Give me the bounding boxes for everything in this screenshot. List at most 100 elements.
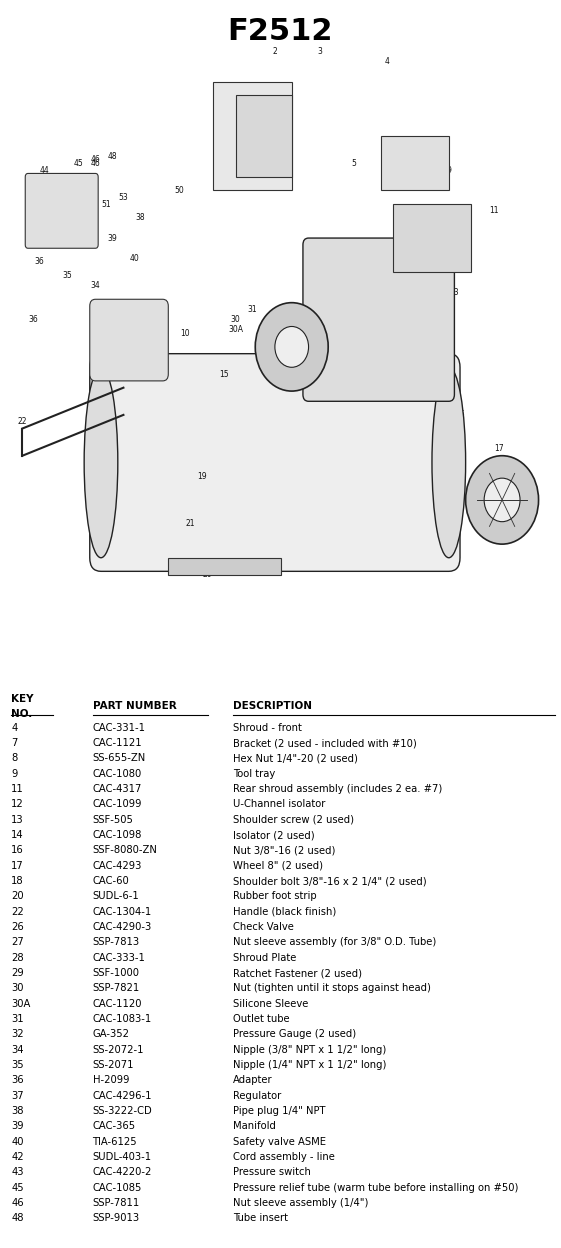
Text: 44: 44 <box>40 166 50 175</box>
Text: 43: 43 <box>40 186 50 195</box>
Text: Rear shroud assembly (includes 2 ea. #7): Rear shroud assembly (includes 2 ea. #7) <box>233 784 442 794</box>
Text: 21: 21 <box>186 519 195 528</box>
Text: 43: 43 <box>11 1167 24 1177</box>
Text: CAC-333-1: CAC-333-1 <box>93 952 145 962</box>
Text: 7: 7 <box>323 253 328 263</box>
Text: CAC-1083-1: CAC-1083-1 <box>93 1015 152 1025</box>
FancyBboxPatch shape <box>25 173 98 248</box>
Text: SS-3222-CD: SS-3222-CD <box>93 1106 153 1116</box>
FancyBboxPatch shape <box>213 81 292 191</box>
Text: TIA-6125: TIA-6125 <box>93 1137 137 1147</box>
Text: 59: 59 <box>393 383 403 392</box>
Text: 22: 22 <box>11 907 24 917</box>
Text: CAC-1120: CAC-1120 <box>93 998 142 1008</box>
Text: 30: 30 <box>11 983 24 993</box>
Text: CAC-1099: CAC-1099 <box>93 800 142 810</box>
Text: 46: 46 <box>11 1198 24 1208</box>
Text: Tube insert: Tube insert <box>233 1213 288 1223</box>
Text: 48: 48 <box>107 152 117 161</box>
Text: CAC-1304-1: CAC-1304-1 <box>93 907 152 917</box>
Text: 13: 13 <box>371 336 381 344</box>
Text: 11: 11 <box>11 784 24 794</box>
Text: 26: 26 <box>264 356 274 364</box>
Text: CAC-1085: CAC-1085 <box>93 1183 142 1193</box>
Text: 34: 34 <box>90 281 100 291</box>
Text: 34: 34 <box>11 1045 24 1055</box>
Text: SSF-8080-ZN: SSF-8080-ZN <box>93 845 158 855</box>
Ellipse shape <box>432 367 466 558</box>
Text: CAC-331-1: CAC-331-1 <box>93 723 145 733</box>
Text: 15: 15 <box>219 369 229 378</box>
Text: 9: 9 <box>11 769 17 779</box>
Text: 4: 4 <box>11 723 17 733</box>
Text: SUDL-6-1: SUDL-6-1 <box>93 891 139 901</box>
Text: Pressure Gauge (2 used): Pressure Gauge (2 used) <box>233 1030 356 1040</box>
Text: 32: 32 <box>11 1030 24 1040</box>
Text: Handle (black finish): Handle (black finish) <box>233 907 336 917</box>
Text: KEY: KEY <box>11 694 34 704</box>
Text: Nut 3/8"-16 (2 used): Nut 3/8"-16 (2 used) <box>233 845 335 855</box>
Text: F2512: F2512 <box>228 17 333 46</box>
Text: Ratchet Fastener (2 used): Ratchet Fastener (2 used) <box>233 968 362 978</box>
Text: 2: 2 <box>273 46 277 55</box>
Text: CAC-1121: CAC-1121 <box>93 738 142 748</box>
Text: DESCRIPTION: DESCRIPTION <box>233 701 312 711</box>
Text: Cord assembly - line: Cord assembly - line <box>233 1152 335 1162</box>
Text: 46: 46 <box>90 155 100 165</box>
Text: 8: 8 <box>402 220 406 228</box>
Text: Shroud Plate: Shroud Plate <box>233 952 296 962</box>
Text: Pressure relief tube (warm tube before installing on #50): Pressure relief tube (warm tube before i… <box>233 1183 518 1193</box>
Text: CAC-1080: CAC-1080 <box>93 769 142 779</box>
Text: 29: 29 <box>275 322 286 331</box>
Text: Adapter: Adapter <box>233 1076 273 1086</box>
Text: 27: 27 <box>304 342 314 352</box>
Text: 30: 30 <box>231 316 241 324</box>
Text: Regulator: Regulator <box>233 1091 281 1101</box>
Text: 37: 37 <box>11 1091 24 1101</box>
Text: 28: 28 <box>332 316 341 324</box>
Text: Wheel 8" (2 used): Wheel 8" (2 used) <box>233 861 323 871</box>
Text: 50: 50 <box>174 186 185 195</box>
Text: 3: 3 <box>318 46 322 55</box>
Text: GA-352: GA-352 <box>93 1030 130 1040</box>
Text: 45: 45 <box>11 1183 24 1193</box>
Text: 35: 35 <box>11 1060 24 1070</box>
Text: 29: 29 <box>11 968 24 978</box>
Text: 7: 7 <box>11 738 17 748</box>
Text: CAC-4290-3: CAC-4290-3 <box>93 922 152 932</box>
Text: 13: 13 <box>11 815 24 825</box>
Text: SUDL-403-1: SUDL-403-1 <box>93 1152 151 1162</box>
Text: 53: 53 <box>118 192 128 202</box>
Text: Nipple (3/8" NPT x 1 1/2" long): Nipple (3/8" NPT x 1 1/2" long) <box>233 1045 386 1055</box>
Text: Safety valve ASME: Safety valve ASME <box>233 1137 326 1147</box>
Text: 42: 42 <box>29 200 39 208</box>
Text: 45: 45 <box>73 158 84 167</box>
Text: Manifold: Manifold <box>233 1122 275 1132</box>
Circle shape <box>484 478 520 522</box>
Text: Outlet tube: Outlet tube <box>233 1015 289 1025</box>
Text: Silicone Sleeve: Silicone Sleeve <box>233 998 308 1008</box>
Text: 31: 31 <box>247 305 257 314</box>
Text: 38: 38 <box>11 1106 24 1116</box>
Text: 36: 36 <box>29 316 39 324</box>
Text: 32: 32 <box>118 328 128 338</box>
Text: 48: 48 <box>11 1213 24 1223</box>
Text: 28: 28 <box>11 952 24 962</box>
Text: CAC-4293: CAC-4293 <box>93 861 142 871</box>
Ellipse shape <box>84 367 118 558</box>
Text: 12: 12 <box>11 800 24 810</box>
FancyBboxPatch shape <box>90 353 460 572</box>
Text: H-2099: H-2099 <box>93 1076 129 1086</box>
Text: Check Valve: Check Valve <box>233 922 294 932</box>
Text: Nut sleeve assembly (for 3/8" O.D. Tube): Nut sleeve assembly (for 3/8" O.D. Tube) <box>233 937 436 947</box>
Text: 40: 40 <box>11 1137 24 1147</box>
Text: SSP-7811: SSP-7811 <box>93 1198 140 1208</box>
Text: 36: 36 <box>11 1076 24 1086</box>
FancyBboxPatch shape <box>381 136 449 191</box>
Text: CAC-4317: CAC-4317 <box>93 784 142 794</box>
Circle shape <box>466 456 539 544</box>
Text: Isolator (2 used): Isolator (2 used) <box>233 830 314 840</box>
Text: SS-2072-1: SS-2072-1 <box>93 1045 144 1055</box>
Text: CAC-4220-2: CAC-4220-2 <box>93 1167 152 1177</box>
Text: 20: 20 <box>203 570 213 579</box>
